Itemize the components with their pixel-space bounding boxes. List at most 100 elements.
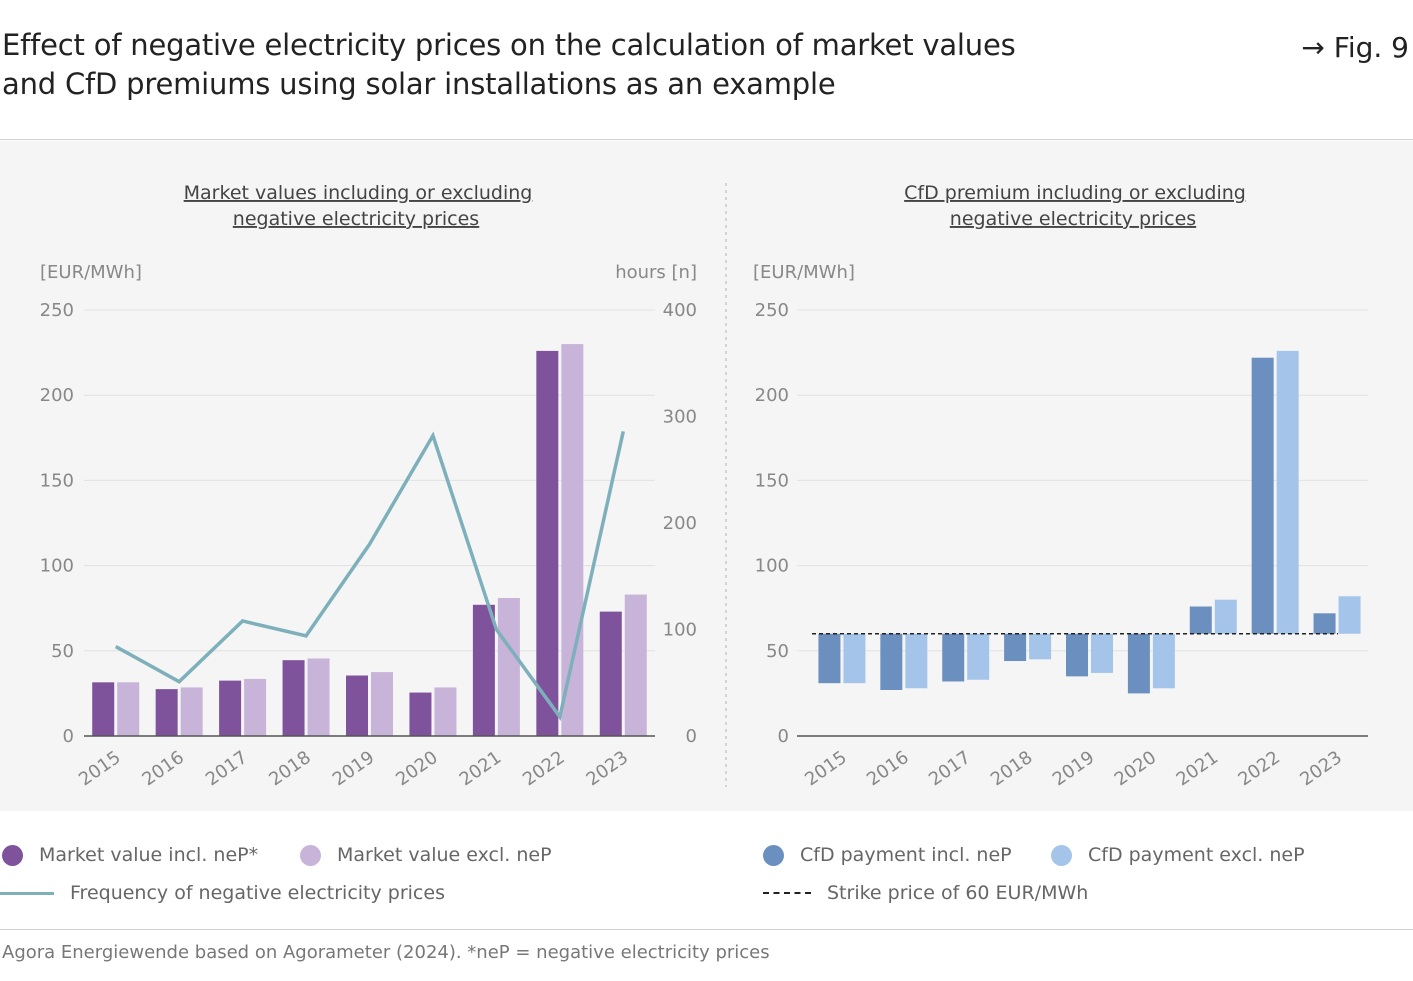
cfd-excl-bar	[905, 633, 928, 689]
legend-cfd-incl: CfD payment incl. neP	[763, 844, 1012, 866]
cfd-excl-bar	[843, 633, 866, 684]
left-y2-axis-label: hours [n]	[615, 262, 697, 283]
right-x-tick-label: 2021	[1173, 747, 1223, 790]
top-divider	[0, 139, 1413, 140]
left-x-tick-label: 2021	[456, 747, 506, 790]
market-excl-bar	[371, 672, 393, 736]
page-title: Effect of negative electricity prices on…	[2, 26, 1122, 104]
left-y2-tick-label: 400	[663, 300, 697, 321]
right-x-tick-label: 2017	[925, 747, 975, 790]
right-y-axis-label: [EUR/MWh]	[753, 262, 855, 283]
market-excl-bar	[180, 687, 203, 736]
market-excl-bar	[561, 344, 584, 736]
left-y-tick-label: 100	[40, 556, 74, 577]
right-chart-title-line1: CfD premium including or excluding	[904, 182, 1246, 204]
right-chart-title-line2: negative electricity prices	[950, 208, 1196, 230]
legend-strike-price-swatch	[763, 892, 811, 894]
left-chart-title-line2: negative electricity prices	[233, 208, 479, 230]
left-x-tick-label: 2019	[329, 747, 379, 790]
left-y2-tick-label: 300	[663, 407, 697, 428]
cfd-incl-bar	[942, 633, 965, 682]
right-x-tick-label: 2016	[863, 747, 913, 790]
cfd-excl-bar	[1029, 633, 1052, 660]
right-x-tick-label: 2015	[801, 747, 851, 790]
left-y-axis-label: [EUR/MWh]	[40, 262, 142, 283]
cfd-incl-bar	[1189, 606, 1212, 634]
legend-market-excl-label: Market value excl. neP	[337, 844, 552, 866]
legend-strike-price: Strike price of 60 EUR/MWh	[763, 882, 1088, 904]
market-incl-bar	[92, 682, 115, 736]
market-excl-bar	[624, 594, 647, 736]
legend-market-excl: Market value excl. neP	[300, 844, 552, 866]
bottom-divider	[0, 929, 1413, 930]
legend-market-excl-swatch	[300, 844, 321, 866]
right-x-tick-label: 2019	[1049, 747, 1099, 790]
left-x-tick-label: 2018	[265, 747, 315, 790]
market-incl-bar	[282, 660, 305, 736]
legend-cfd-incl-swatch	[763, 844, 784, 866]
legend-market-incl-label: Market value incl. neP*	[39, 844, 259, 866]
figure-reference: → Fig. 9	[1301, 31, 1409, 64]
market-excl-bar	[497, 597, 520, 736]
legend-cfd-excl-swatch	[1051, 844, 1072, 866]
left-y2-tick-label: 0	[686, 726, 697, 747]
right-y-tick-label: 100	[755, 556, 789, 577]
market-incl-bar	[155, 689, 178, 736]
right-x-tick-label: 2020	[1111, 747, 1161, 790]
left-x-tick-label: 2020	[392, 747, 442, 790]
left-y2-tick-label: 100	[663, 620, 697, 641]
left-x-tick-label: 2016	[138, 747, 188, 790]
legend-market-incl: Market value incl. neP*	[2, 844, 258, 866]
right-y-tick-label: 200	[755, 385, 789, 406]
cfd-excl-bar	[1091, 633, 1113, 673]
cfd-incl-bar	[1004, 633, 1027, 662]
left-x-tick-label: 2023	[583, 747, 633, 790]
legend-cfd-excl: CfD payment excl. neP	[1051, 844, 1305, 866]
legend-frequency-swatch	[0, 891, 54, 895]
cfd-incl-bar	[1313, 613, 1336, 634]
right-x-tick-label: 2022	[1234, 747, 1284, 790]
market-incl-bar	[472, 604, 495, 736]
left-y-tick-label: 200	[40, 385, 74, 406]
left-y-tick-label: 150	[40, 470, 74, 491]
legend-cfd-incl-label: CfD payment incl. neP	[800, 844, 1012, 866]
legend-market-incl-swatch	[2, 844, 23, 866]
cfd-excl-bar	[1338, 596, 1361, 634]
left-y-tick-label: 250	[40, 300, 74, 321]
cfd-incl-bar	[880, 633, 903, 690]
legend-cfd-excl-label: CfD payment excl. neP	[1088, 844, 1305, 866]
source-note: Agora Energiewende based on Agorameter (…	[2, 942, 770, 963]
page-title-line1: Effect of negative electricity prices on…	[2, 28, 1016, 62]
right-x-tick-label: 2023	[1296, 747, 1346, 790]
left-y-tick-label: 50	[51, 641, 74, 662]
right-y-tick-label: 250	[755, 300, 789, 321]
cfd-excl-bar	[967, 633, 990, 680]
cfd-excl-bar	[1152, 633, 1175, 689]
page-title-line2: and CfD premiums using solar installatio…	[2, 67, 836, 101]
market-incl-bar	[599, 611, 622, 736]
market-excl-bar	[117, 682, 140, 736]
right-y-tick-label: 50	[766, 641, 789, 662]
right-y-tick-label: 150	[755, 470, 789, 491]
market-incl-bar	[219, 680, 242, 736]
right-x-tick-label: 2018	[987, 747, 1037, 790]
cfd-incl-bar	[1127, 633, 1150, 694]
market-incl-bar	[346, 675, 368, 736]
legend-strike-price-label: Strike price of 60 EUR/MWh	[827, 882, 1089, 904]
left-y2-tick-label: 200	[663, 513, 697, 534]
market-excl-bar	[244, 678, 267, 736]
market-excl-bar	[307, 658, 330, 736]
left-y-tick-label: 0	[63, 726, 74, 747]
left-x-tick-label: 2017	[202, 747, 252, 790]
frequency-line	[114, 431, 625, 721]
left-x-tick-label: 2015	[75, 747, 125, 790]
cfd-excl-bar	[1214, 599, 1237, 634]
market-excl-bar	[434, 687, 457, 736]
legend-frequency-label: Frequency of negative electricity prices	[70, 882, 445, 904]
right-y-tick-label: 0	[778, 726, 789, 747]
left-x-tick-label: 2022	[519, 747, 569, 790]
legend-frequency: Frequency of negative electricity prices	[0, 882, 445, 904]
cfd-incl-bar	[1251, 357, 1274, 634]
cfd-excl-bar	[1276, 350, 1299, 634]
